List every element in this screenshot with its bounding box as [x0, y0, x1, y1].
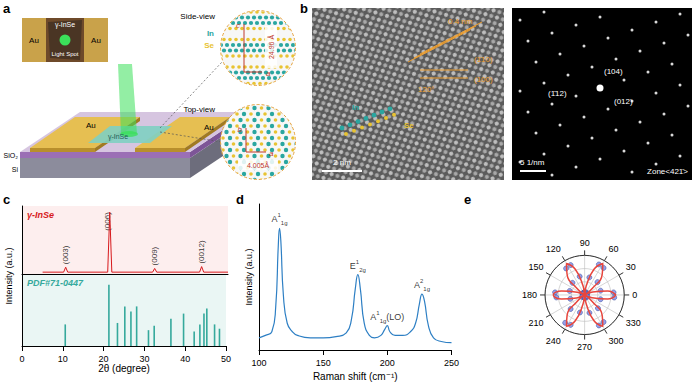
- svg-text:E: E: [349, 260, 356, 271]
- svg-text:30: 30: [139, 354, 149, 364]
- svg-text:γ-InSe: γ-InSe: [55, 21, 75, 29]
- svg-text:Top-view: Top-view: [183, 105, 215, 114]
- svg-text:(0012): (0012): [197, 240, 206, 263]
- svg-text:(LO): (LO): [386, 312, 404, 322]
- svg-text:2θ (degree): 2θ (degree): [98, 363, 150, 374]
- svg-text:Au: Au: [29, 36, 39, 45]
- svg-text:e: e: [464, 192, 471, 207]
- svg-text:Se: Se: [404, 121, 414, 130]
- svg-text:300: 300: [608, 336, 623, 346]
- svg-text:1g: 1g: [380, 318, 387, 324]
- svg-text:γ-InSe: γ-InSe: [108, 133, 128, 141]
- svg-text:In: In: [352, 103, 359, 112]
- svg-text:30: 30: [626, 262, 636, 272]
- svg-text:c: c: [3, 192, 10, 207]
- svg-text:120: 120: [546, 244, 561, 254]
- svg-text:120°: 120°: [418, 85, 435, 94]
- svg-text:c: c: [236, 21, 240, 30]
- svg-text:PDF#71-0447: PDF#71-0447: [27, 278, 84, 288]
- svg-text:4.005Å: 4.005Å: [247, 161, 270, 169]
- svg-text:330: 330: [626, 318, 641, 328]
- svg-text:2g: 2g: [359, 267, 366, 273]
- svg-text:γ-InSe: γ-InSe: [27, 210, 54, 220]
- svg-text:In: In: [207, 29, 214, 38]
- svg-text:a: a: [3, 1, 11, 16]
- svg-text:(003): (003): [61, 245, 70, 264]
- svg-text:90: 90: [580, 238, 590, 248]
- svg-text:0: 0: [632, 290, 637, 300]
- svg-text:Au: Au: [86, 121, 96, 130]
- svg-text:Se: Se: [204, 41, 214, 50]
- svg-text:(006): (006): [103, 212, 112, 231]
- svg-text:150: 150: [316, 358, 331, 368]
- svg-text:A: A: [370, 311, 377, 322]
- svg-text:a: a: [266, 69, 271, 78]
- svg-text:24.96 Å: 24.96 Å: [267, 35, 275, 59]
- svg-text:b: b: [300, 1, 308, 16]
- svg-text:Intensity (a.u.): Intensity (a.u.): [4, 247, 14, 304]
- svg-text:50: 50: [221, 354, 231, 364]
- svg-text:SiO₂: SiO₂: [4, 152, 19, 159]
- svg-text:(012): (012): [614, 97, 633, 106]
- svg-text:240: 240: [546, 336, 561, 346]
- svg-text:60: 60: [608, 244, 618, 254]
- svg-text:1: 1: [278, 212, 282, 218]
- svg-text:180: 180: [522, 290, 537, 300]
- svg-text:2: 2: [420, 278, 424, 284]
- svg-text:(009): (009): [150, 246, 159, 265]
- svg-text:Zone<421̄>: Zone<421̄>: [647, 167, 688, 176]
- svg-text:(104): (104): [604, 67, 623, 76]
- svg-text:Light Spot: Light Spot: [51, 51, 78, 57]
- svg-text:100: 100: [251, 358, 266, 368]
- svg-text:Side-view: Side-view: [180, 12, 215, 21]
- svg-text:(1̄10): (1̄10): [474, 55, 493, 64]
- svg-text:A: A: [271, 214, 278, 225]
- svg-text:0: 0: [19, 354, 24, 364]
- svg-text:2 nm: 2 nm: [333, 158, 351, 167]
- svg-text:200: 200: [380, 358, 395, 368]
- svg-text:A: A: [414, 280, 420, 290]
- svg-text:(100): (100): [474, 75, 493, 84]
- svg-text:10: 10: [58, 354, 68, 364]
- svg-text:1: 1: [376, 310, 380, 316]
- svg-text:d: d: [236, 192, 244, 207]
- svg-text:b: b: [238, 125, 243, 134]
- svg-text:1: 1: [356, 259, 360, 265]
- svg-text:150: 150: [528, 262, 543, 272]
- svg-text:a: a: [269, 149, 274, 158]
- svg-text:Intensity (a.u.): Intensity (a.u.): [244, 248, 254, 305]
- svg-text:1g: 1g: [281, 220, 288, 226]
- svg-text:Si: Si: [12, 166, 19, 173]
- svg-text:210: 210: [528, 318, 543, 328]
- svg-text:(1̄12): (1̄12): [548, 89, 567, 98]
- svg-text:Raman shift (cm⁻¹): Raman shift (cm⁻¹): [313, 371, 398, 382]
- svg-text:1g: 1g: [423, 286, 430, 292]
- svg-text:20: 20: [99, 354, 109, 364]
- svg-text:Au: Au: [204, 123, 214, 132]
- svg-text:0.4 nm: 0.4 nm: [448, 17, 473, 26]
- svg-text:250: 250: [444, 358, 459, 368]
- svg-text:40: 40: [180, 354, 190, 364]
- svg-text:5 1/nm: 5 1/nm: [520, 158, 545, 167]
- svg-text:Au: Au: [91, 36, 101, 45]
- svg-text:270: 270: [577, 342, 592, 352]
